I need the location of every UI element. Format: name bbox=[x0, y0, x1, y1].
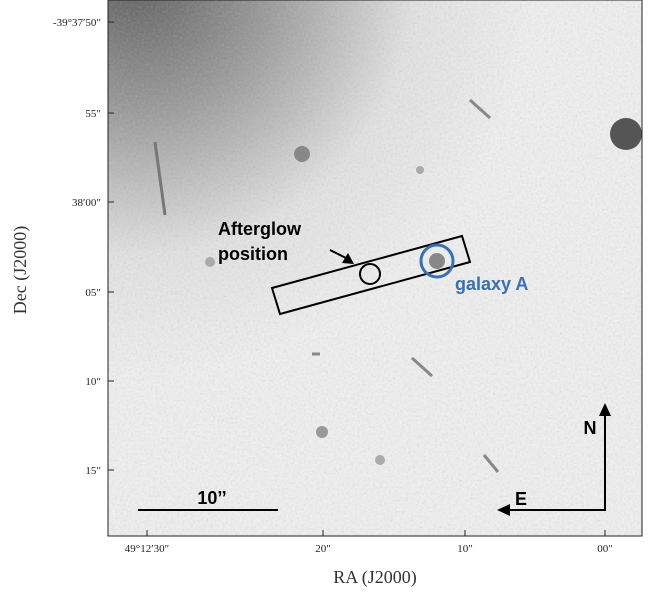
y-tick-label: 10″ bbox=[85, 376, 101, 388]
x-axis-label: RA (J2000) bbox=[333, 567, 417, 588]
y-axis-label: Dec (J2000) bbox=[10, 226, 31, 314]
y-tick-label: 55″ bbox=[85, 108, 101, 120]
sky-image bbox=[108, 0, 642, 536]
y-tick-label: 15″ bbox=[85, 465, 101, 477]
north-label: N bbox=[584, 418, 597, 438]
x-tick-label: 10″ bbox=[457, 543, 473, 555]
galaxy-label: galaxy A bbox=[455, 274, 528, 294]
x-tick-label: 00″ bbox=[597, 543, 613, 555]
x-tick-label: 49°12′30″ bbox=[125, 543, 169, 555]
figure: -39°37′50″ 55″ 38′00″ 05″ 10″ 15″ 49°12′… bbox=[0, 0, 660, 592]
y-tick-label: 38′00″ bbox=[72, 197, 101, 209]
scale-label: 10’’ bbox=[197, 488, 226, 508]
east-label: E bbox=[515, 489, 527, 509]
y-tick-label: -39°37′50″ bbox=[53, 17, 101, 29]
x-tick-label: 20″ bbox=[315, 543, 331, 555]
afterglow-label: position bbox=[218, 244, 288, 264]
y-tick-label: 05″ bbox=[85, 287, 101, 299]
afterglow-label: Afterglow bbox=[218, 219, 302, 239]
